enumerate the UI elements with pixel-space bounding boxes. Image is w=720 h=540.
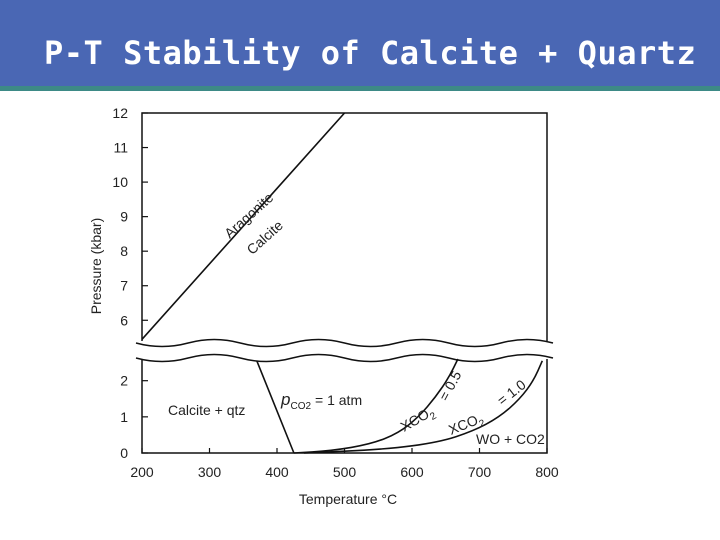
y-tick-label: 10 bbox=[112, 174, 128, 190]
curve-aragonite-calcite bbox=[141, 112, 346, 340]
pco2-value: = 1 atm bbox=[315, 392, 362, 408]
y-tick-label: 11 bbox=[113, 140, 128, 156]
axis-break-lower-edge bbox=[135, 353, 554, 363]
x-tick-label: 200 bbox=[130, 464, 154, 480]
x-axis-label: Temperature °C bbox=[299, 491, 397, 507]
x-tick-label: 800 bbox=[535, 464, 559, 480]
x-tick-label: 700 bbox=[468, 464, 492, 480]
axis-break-upper-edge bbox=[135, 338, 554, 348]
xco2-05-sub: 2 bbox=[428, 410, 439, 423]
slide-title: P-T Stability of Calcite + Quartz bbox=[44, 34, 697, 72]
x-tick-label: 500 bbox=[333, 464, 357, 480]
curve-xco2-05 bbox=[293, 358, 459, 454]
xco2-10-value: = 1.0 bbox=[494, 376, 529, 408]
wo-co2-label: WO + CO2 bbox=[476, 431, 545, 447]
y-tick-label: 1 bbox=[120, 409, 128, 425]
y-tick-label: 9 bbox=[120, 209, 128, 225]
calcite-qtz-label: Calcite + qtz bbox=[168, 402, 245, 418]
title-bar bbox=[0, 0, 720, 86]
x-tick-label: 300 bbox=[198, 464, 222, 480]
y-tick-label: 7 bbox=[120, 278, 128, 294]
curve-pco2-1atm bbox=[256, 360, 295, 454]
y-tick-label: 2 bbox=[120, 373, 128, 389]
xco2-05-label: XCO2 bbox=[398, 403, 439, 438]
xco2-05-value: = 0.5 bbox=[436, 368, 465, 404]
y-tick-label: 8 bbox=[120, 243, 128, 259]
curve-xco2-10 bbox=[303, 360, 544, 454]
xco2-10-sub: 2 bbox=[478, 418, 488, 430]
x-tick-label: 600 bbox=[400, 464, 424, 480]
y-tick-label: 6 bbox=[120, 312, 128, 328]
title-underline bbox=[0, 86, 720, 91]
xco2-05-x: XCO bbox=[398, 406, 432, 435]
upper-panel-frame bbox=[141, 112, 548, 341]
y-tick-label: 0 bbox=[120, 445, 128, 461]
x-tick-label: 400 bbox=[265, 464, 289, 480]
pco2-subscript: CO2 bbox=[290, 401, 311, 412]
pco2-label: pCO2 = 1 atm bbox=[280, 390, 362, 412]
y-axis-label: Pressure (kbar) bbox=[88, 218, 104, 314]
y-tick-label: 12 bbox=[112, 105, 128, 121]
